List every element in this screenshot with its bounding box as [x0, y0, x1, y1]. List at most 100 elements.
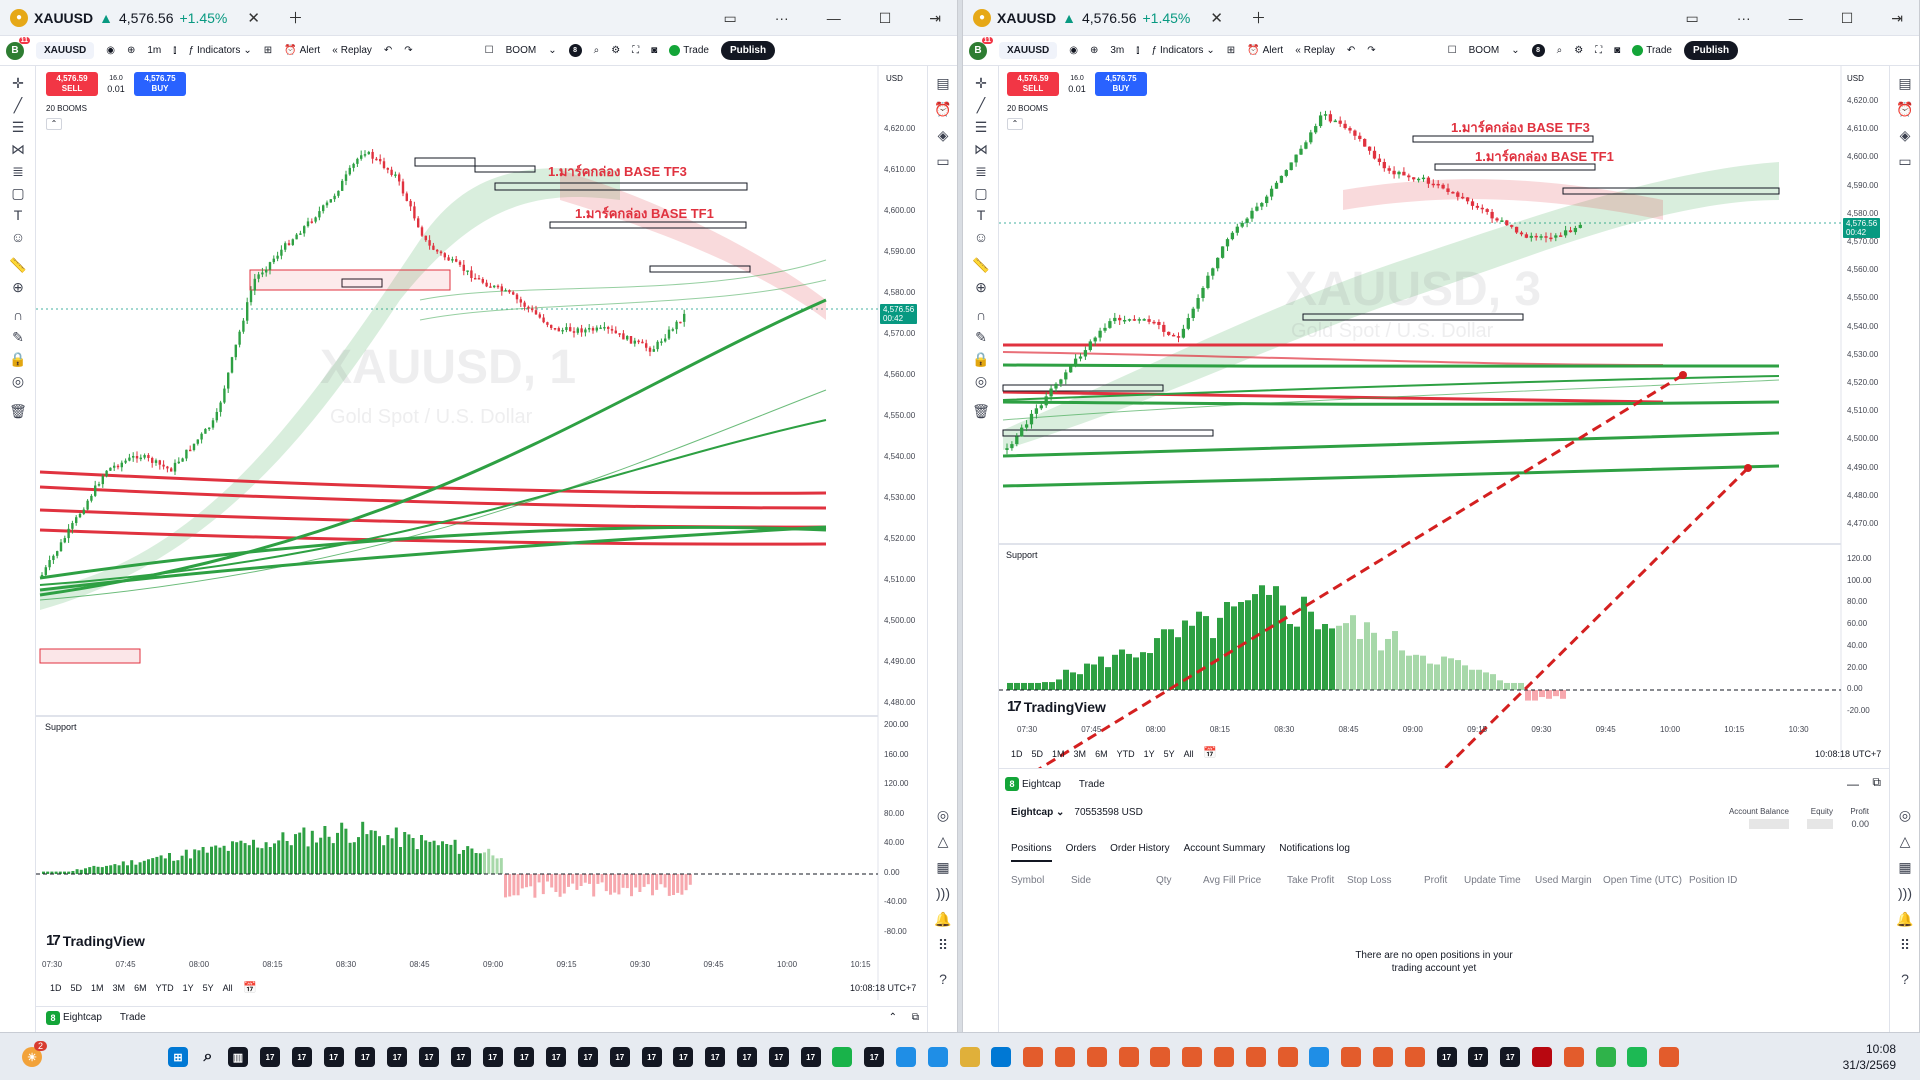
tradingview-app-icon[interactable]: 17	[514, 1047, 535, 1067]
publish-button[interactable]: Publish	[1683, 41, 1739, 60]
maximize-panel-icon[interactable]: ⧉	[1872, 775, 1881, 789]
watchlist-icon[interactable]: ▤	[936, 75, 950, 91]
range-5d[interactable]: 5D	[1031, 749, 1044, 759]
chart-canvas[interactable]	[963, 0, 1920, 1032]
apps-icon[interactable]: ⠿	[1899, 937, 1911, 953]
column-header[interactable]: Symbol	[1011, 875, 1045, 886]
lock-icon[interactable]: 🔒	[9, 351, 27, 367]
column-header[interactable]: Position ID	[1689, 875, 1738, 886]
chrome-app-icon[interactable]	[1277, 1047, 1298, 1067]
minimize-icon[interactable]: —	[1788, 10, 1803, 26]
layout-select-icon[interactable]: ☐	[1447, 45, 1457, 56]
range-3m[interactable]: 3M	[112, 983, 126, 993]
text-icon[interactable]: T	[13, 207, 23, 223]
templates-icon[interactable]: ⊞	[263, 45, 273, 56]
pattern-icon[interactable]: ⋈	[11, 141, 25, 157]
maximize-icon[interactable]: ☐	[878, 9, 892, 26]
account-tab-notifications-log[interactable]: Notifications log	[1279, 843, 1350, 854]
chat-app-icon[interactable]	[832, 1047, 853, 1067]
close-tab-icon[interactable]: ✕	[1210, 9, 1223, 27]
task-view-icon[interactable]: ▥	[228, 1047, 248, 1067]
column-header[interactable]: Profit	[1424, 875, 1448, 886]
quick-search-icon[interactable]: ⌕	[593, 45, 600, 56]
tradingview-app-icon[interactable]: 17	[705, 1047, 726, 1067]
visibility-icon[interactable]: ◉	[1069, 45, 1078, 56]
chrome-app-icon[interactable]	[1563, 1047, 1584, 1067]
tradingview-app-icon[interactable]: 17	[546, 1047, 567, 1067]
candle-type-icon[interactable]: ⫾	[1136, 45, 1140, 56]
eye-icon[interactable]: ◎	[11, 373, 25, 389]
tradingview-app-icon[interactable]: 17	[1500, 1047, 1521, 1067]
horizontal-lines-icon[interactable]: ☰	[11, 119, 25, 135]
help-icon[interactable]: ?	[939, 971, 947, 987]
horizontal-lines-icon[interactable]: ☰	[974, 119, 988, 135]
chrome-app-icon[interactable]	[1023, 1047, 1044, 1067]
trendline-icon[interactable]: ╱	[976, 97, 986, 113]
account-tab-account-summary[interactable]: Account Summary	[1183, 843, 1266, 854]
exit-icon[interactable]: ⇥	[1891, 9, 1903, 26]
help-icon[interactable]: ?	[1901, 971, 1909, 987]
broker-tab[interactable]: 8 Eightcap	[1005, 777, 1061, 791]
tradingview-logo[interactable]: 17 TradingView	[1007, 698, 1106, 715]
new-tab-icon[interactable]: ＋	[287, 10, 303, 27]
redo-icon[interactable]: ↷	[404, 45, 413, 56]
target-icon[interactable]: ◎	[936, 807, 950, 823]
fib-icon[interactable]: ≣	[12, 163, 24, 179]
collapse-icon[interactable]: ⌃	[46, 118, 62, 130]
edge-app-icon[interactable]	[1309, 1047, 1330, 1067]
calendar-icon[interactable]: ▦	[936, 859, 950, 875]
layout-icon[interactable]: ▭	[1685, 9, 1699, 26]
templates-icon[interactable]: ⊞	[1226, 45, 1236, 56]
range-all[interactable]: All	[222, 983, 233, 993]
replay-button[interactable]: «Replay	[1295, 45, 1335, 56]
trade-button[interactable]: Trade	[669, 45, 709, 56]
spotify-app-icon[interactable]	[1627, 1047, 1648, 1067]
emoji-icon[interactable]: ☺	[10, 229, 26, 245]
tradingview-app-icon[interactable]: 17	[419, 1047, 439, 1067]
camera-icon[interactable]: ◙	[651, 45, 658, 56]
tradingview-app-icon[interactable]: 17	[641, 1047, 662, 1067]
edge-app-icon[interactable]	[927, 1047, 948, 1067]
visibility-icon[interactable]: ◉	[106, 45, 115, 56]
text-icon[interactable]: T	[976, 207, 986, 223]
maximize-icon[interactable]: ☐	[1840, 9, 1854, 26]
range-1m[interactable]: 1M	[1052, 749, 1065, 759]
range-6m[interactable]: 6M	[134, 983, 147, 993]
tradingview-app-icon[interactable]: 17	[1468, 1047, 1489, 1067]
range-6m[interactable]: 6M	[1095, 749, 1108, 759]
tradingview-app-icon[interactable]: 17	[355, 1047, 376, 1067]
settings-icon[interactable]: ⚙	[1574, 45, 1584, 56]
more-icon[interactable]: ···	[774, 10, 789, 26]
apps-icon[interactable]: ⠿	[937, 937, 949, 953]
boom-layout-button[interactable]: BOOM	[505, 45, 537, 56]
quick-search-icon[interactable]: ⌕	[1556, 45, 1563, 56]
chrome-app-icon[interactable]	[1214, 1047, 1234, 1067]
avatar[interactable]: B 11	[6, 36, 30, 60]
indicators-button[interactable]: ƒ Indicators ⌄	[188, 45, 252, 56]
tradingview-app-icon[interactable]: 17	[578, 1047, 598, 1067]
edge-app-icon[interactable]	[896, 1047, 916, 1067]
chrome-app-icon[interactable]	[1404, 1047, 1425, 1067]
pyramid-icon[interactable]: △	[1899, 833, 1911, 849]
emoji-icon[interactable]: ☺	[973, 229, 989, 245]
column-header[interactable]: Stop Loss	[1347, 875, 1392, 886]
currency-label[interactable]: USD	[886, 74, 903, 83]
weather-icon[interactable]: ☀	[22, 1047, 42, 1067]
watchlist-icon[interactable]: ▤	[1898, 75, 1912, 91]
netflix-app-icon[interactable]	[1532, 1047, 1552, 1067]
lot-size[interactable]: 16.0 0.01	[107, 75, 125, 94]
trade-tab[interactable]: Trade	[119, 1012, 146, 1023]
magnet-icon[interactable]: ∩	[975, 307, 987, 323]
currency-label[interactable]: USD	[1847, 74, 1864, 83]
chrome-app-icon[interactable]	[1118, 1047, 1139, 1067]
zoom-icon[interactable]: ⊕	[975, 279, 987, 295]
tradingview-app-icon[interactable]: 17	[450, 1047, 471, 1067]
account-tab-order-history[interactable]: Order History	[1110, 843, 1170, 854]
layout-select-icon[interactable]: ☐	[484, 45, 494, 56]
redo-icon[interactable]: ↷	[1367, 45, 1376, 56]
candle-type-icon[interactable]: ⫾	[173, 45, 177, 56]
rectangle-icon[interactable]: ▢	[11, 185, 25, 201]
chat-icon[interactable]: ▭	[1898, 153, 1912, 169]
magnet-icon[interactable]: ∩	[12, 307, 24, 323]
minimize-icon[interactable]: —	[826, 10, 841, 26]
